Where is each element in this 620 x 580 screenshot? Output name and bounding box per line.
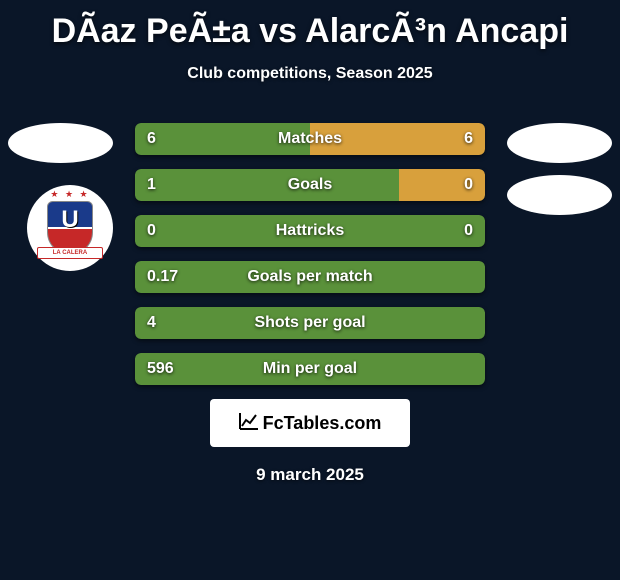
stat-label: Goals per match bbox=[135, 261, 485, 293]
footer-date: 9 march 2025 bbox=[0, 465, 620, 485]
source-logo-text: FcTables.com bbox=[263, 413, 382, 434]
page-subtitle: Club competitions, Season 2025 bbox=[0, 65, 620, 83]
player-right-avatar-1 bbox=[507, 123, 612, 163]
chart-icon bbox=[239, 412, 259, 435]
stat-value-right: 0 bbox=[464, 169, 473, 201]
club-badge: ★ ★ ★ U LA CALERA bbox=[27, 185, 113, 271]
club-letter: U bbox=[61, 206, 78, 234]
stat-label: Matches bbox=[135, 123, 485, 155]
stat-row: Matches6 6 bbox=[135, 123, 485, 155]
stat-row: Min per goal596 bbox=[135, 353, 485, 385]
source-logo: FcTables.com bbox=[210, 399, 410, 447]
stat-row: Shots per goal4 bbox=[135, 307, 485, 339]
stat-value-right: 6 bbox=[464, 123, 473, 155]
stat-bars: Matches66Goals10Hattricks00Goals per mat… bbox=[135, 123, 485, 385]
stat-label: Goals bbox=[135, 169, 485, 201]
stat-value-left: 0 bbox=[147, 215, 156, 247]
stat-value-left: 6 bbox=[147, 123, 156, 155]
stat-value-left: 4 bbox=[147, 307, 156, 339]
page-title: DÃ­az PeÃ±a vs AlarcÃ³n Ancapi bbox=[0, 0, 620, 51]
stat-value-left: 1 bbox=[147, 169, 156, 201]
stat-label: Hattricks bbox=[135, 215, 485, 247]
club-stars-icon: ★ ★ ★ bbox=[33, 189, 107, 200]
stat-row: Hattricks0 0 bbox=[135, 215, 485, 247]
comparison-panel: ★ ★ ★ U LA CALERA Matches66Goals10Hattri… bbox=[0, 123, 620, 385]
club-ribbon: LA CALERA bbox=[37, 247, 103, 259]
stat-value-left: 596 bbox=[147, 353, 174, 385]
stat-value-right: 0 bbox=[464, 215, 473, 247]
player-left-avatar bbox=[8, 123, 113, 163]
stat-row: Goals per match0.17 bbox=[135, 261, 485, 293]
stat-row: Goals1 0 bbox=[135, 169, 485, 201]
stat-label: Min per goal bbox=[135, 353, 485, 385]
stat-value-left: 0.17 bbox=[147, 261, 178, 293]
stat-label: Shots per goal bbox=[135, 307, 485, 339]
player-right-avatar-2 bbox=[507, 175, 612, 215]
